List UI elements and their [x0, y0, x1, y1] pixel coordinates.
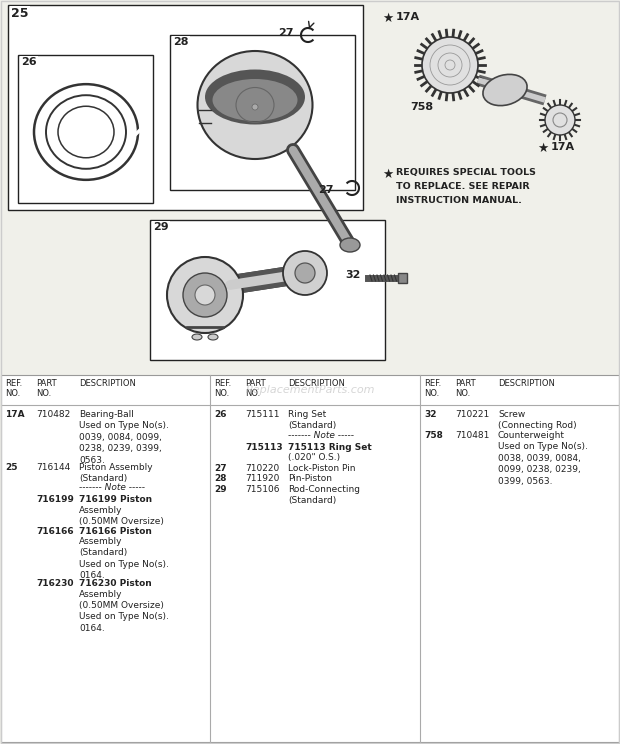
Text: 716199: 716199: [36, 495, 74, 504]
Text: 17A: 17A: [396, 12, 420, 22]
Text: 26: 26: [214, 410, 226, 419]
Text: REF.
NO.: REF. NO.: [5, 379, 22, 398]
Text: 29: 29: [214, 484, 227, 493]
Text: DESCRIPTION: DESCRIPTION: [498, 379, 555, 388]
Text: 758: 758: [424, 431, 443, 440]
Circle shape: [295, 263, 315, 283]
Text: TO REPLACE. SEE REPAIR: TO REPLACE. SEE REPAIR: [396, 182, 529, 191]
Text: ★: ★: [382, 168, 393, 181]
Bar: [8, 5, 363, 210]
Ellipse shape: [483, 74, 527, 106]
Text: ★: ★: [537, 142, 548, 155]
Text: ------- Note -----: ------- Note -----: [79, 484, 145, 493]
Text: 26: 26: [21, 57, 37, 67]
Circle shape: [283, 251, 327, 295]
Text: 710221: 710221: [455, 410, 489, 419]
Bar: [170, 35, 355, 190]
Text: Assembly
(0.50MM Oversize): Assembly (0.50MM Oversize): [79, 506, 164, 526]
Circle shape: [167, 257, 243, 333]
Text: 716199 Piston: 716199 Piston: [79, 495, 152, 504]
Text: 28: 28: [214, 474, 226, 483]
Text: 715113 Ring Set: 715113 Ring Set: [288, 443, 372, 452]
Text: 715106: 715106: [245, 484, 280, 493]
Text: ★: ★: [382, 12, 393, 25]
Text: Lock-Piston Pin: Lock-Piston Pin: [288, 464, 355, 472]
Circle shape: [195, 285, 215, 305]
Text: 710220: 710220: [245, 464, 279, 472]
Text: ReplacementParts.com: ReplacementParts.com: [246, 385, 374, 395]
Circle shape: [422, 37, 478, 93]
Bar: [398, 273, 407, 283]
Text: REF.
NO.: REF. NO.: [424, 379, 441, 398]
Text: 716166 Piston: 716166 Piston: [79, 527, 152, 536]
Text: PART
NO.: PART NO.: [36, 379, 56, 398]
Text: DESCRIPTION: DESCRIPTION: [79, 379, 136, 388]
Ellipse shape: [205, 69, 305, 124]
Text: 710481: 710481: [455, 431, 489, 440]
Circle shape: [252, 104, 258, 110]
Text: REF.
NO.: REF. NO.: [214, 379, 231, 398]
Text: Ring Set
(Standard): Ring Set (Standard): [288, 410, 336, 431]
Text: 25: 25: [5, 463, 17, 472]
Text: 758: 758: [410, 102, 433, 112]
Text: 715113: 715113: [245, 443, 283, 452]
Text: 27: 27: [278, 28, 293, 38]
Text: Screw
(Connecting Rod): Screw (Connecting Rod): [498, 410, 577, 431]
Text: 716166: 716166: [36, 527, 74, 536]
Text: Rod-Connecting
(Standard): Rod-Connecting (Standard): [288, 484, 360, 505]
Text: Piston Assembly
(Standard): Piston Assembly (Standard): [79, 463, 153, 483]
Text: PART
NO.: PART NO.: [455, 379, 476, 398]
Circle shape: [183, 273, 227, 317]
Text: PART
NO.: PART NO.: [245, 379, 265, 398]
Circle shape: [545, 105, 575, 135]
Ellipse shape: [208, 334, 218, 340]
Text: REQUIRES SPECIAL TOOLS: REQUIRES SPECIAL TOOLS: [396, 168, 536, 177]
Text: ------- Note -----: ------- Note -----: [288, 431, 354, 440]
Text: 17A: 17A: [5, 410, 25, 419]
Ellipse shape: [192, 334, 202, 340]
Text: 28: 28: [173, 37, 188, 47]
Bar: [1, 375, 619, 742]
Text: 711920: 711920: [245, 474, 280, 483]
Text: Counterweight
Used on Type No(s).
0038, 0039, 0084,
0099, 0238, 0239,
0399, 0563: Counterweight Used on Type No(s). 0038, …: [498, 431, 588, 486]
Ellipse shape: [198, 51, 312, 159]
Text: INSTRUCTION MANUAL.: INSTRUCTION MANUAL.: [396, 196, 522, 205]
Text: 17A: 17A: [551, 142, 575, 152]
Text: 29: 29: [153, 222, 169, 232]
Text: 716144: 716144: [36, 463, 70, 472]
Text: 27: 27: [214, 464, 227, 472]
Text: 716230: 716230: [36, 579, 74, 588]
Text: 32: 32: [424, 410, 436, 419]
Text: 27: 27: [318, 185, 334, 195]
Text: Bearing-Ball
Used on Type No(s).
0039, 0084, 0099,
0238, 0239, 0399,
0563.: Bearing-Ball Used on Type No(s). 0039, 0…: [79, 410, 169, 465]
Text: 710482: 710482: [36, 410, 70, 419]
Text: Assembly
(0.50MM Oversize)
Used on Type No(s).
0164.: Assembly (0.50MM Oversize) Used on Type …: [79, 589, 169, 633]
Text: 716230 Piston: 716230 Piston: [79, 579, 152, 588]
Text: 32: 32: [345, 270, 360, 280]
Ellipse shape: [213, 79, 298, 121]
Text: 715111: 715111: [245, 410, 280, 419]
Text: (.020" O.S.): (.020" O.S.): [288, 453, 340, 462]
Ellipse shape: [340, 238, 360, 252]
Text: DESCRIPTION: DESCRIPTION: [288, 379, 345, 388]
Text: Pin-Piston: Pin-Piston: [288, 474, 332, 483]
Text: 25: 25: [11, 7, 29, 20]
Bar: [150, 220, 385, 360]
Text: Assembly
(Standard)
Used on Type No(s).
0164.: Assembly (Standard) Used on Type No(s). …: [79, 537, 169, 580]
Bar: [18, 55, 153, 203]
